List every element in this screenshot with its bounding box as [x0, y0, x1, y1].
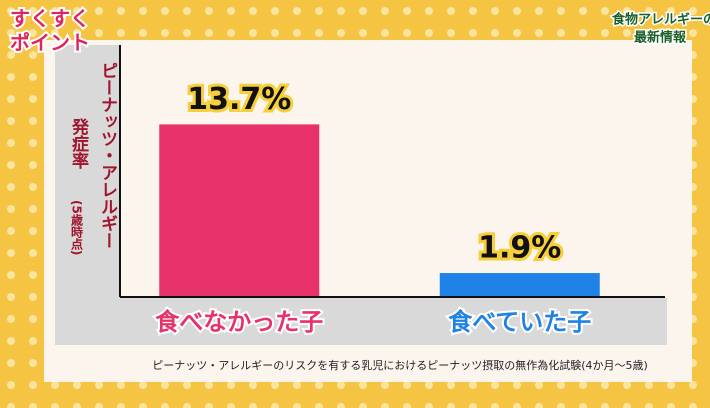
footnote: ピーナッツ・アレルギーのリスクを有する乳児におけるピーナッツ摂取の無作為化試験(… — [152, 358, 648, 372]
axis-band — [55, 45, 120, 345]
bar — [439, 273, 600, 297]
y-axis-label: (5歳時点) — [70, 200, 84, 255]
x-tick-label: 食べていた子 — [448, 308, 591, 336]
y-axis-label: 発症率 — [68, 117, 90, 170]
chart: 13.7% 食べなかった子 1.9% 食べていた子 — [119, 45, 665, 338]
value-label: 1.9% — [478, 231, 561, 266]
badge: すくすく — [10, 7, 90, 31]
badge: ポイント — [10, 31, 90, 55]
corner-title: 食物アレルギーの — [612, 12, 710, 28]
value-label: 13.7% — [187, 82, 291, 117]
y-axis-label: ピーナッツ・アレルギー — [97, 62, 118, 249]
category-band — [55, 298, 667, 345]
bar — [159, 124, 320, 297]
x-tick-label: 食べなかった子 — [155, 308, 323, 336]
corner-title: 最新情報 — [634, 30, 687, 46]
